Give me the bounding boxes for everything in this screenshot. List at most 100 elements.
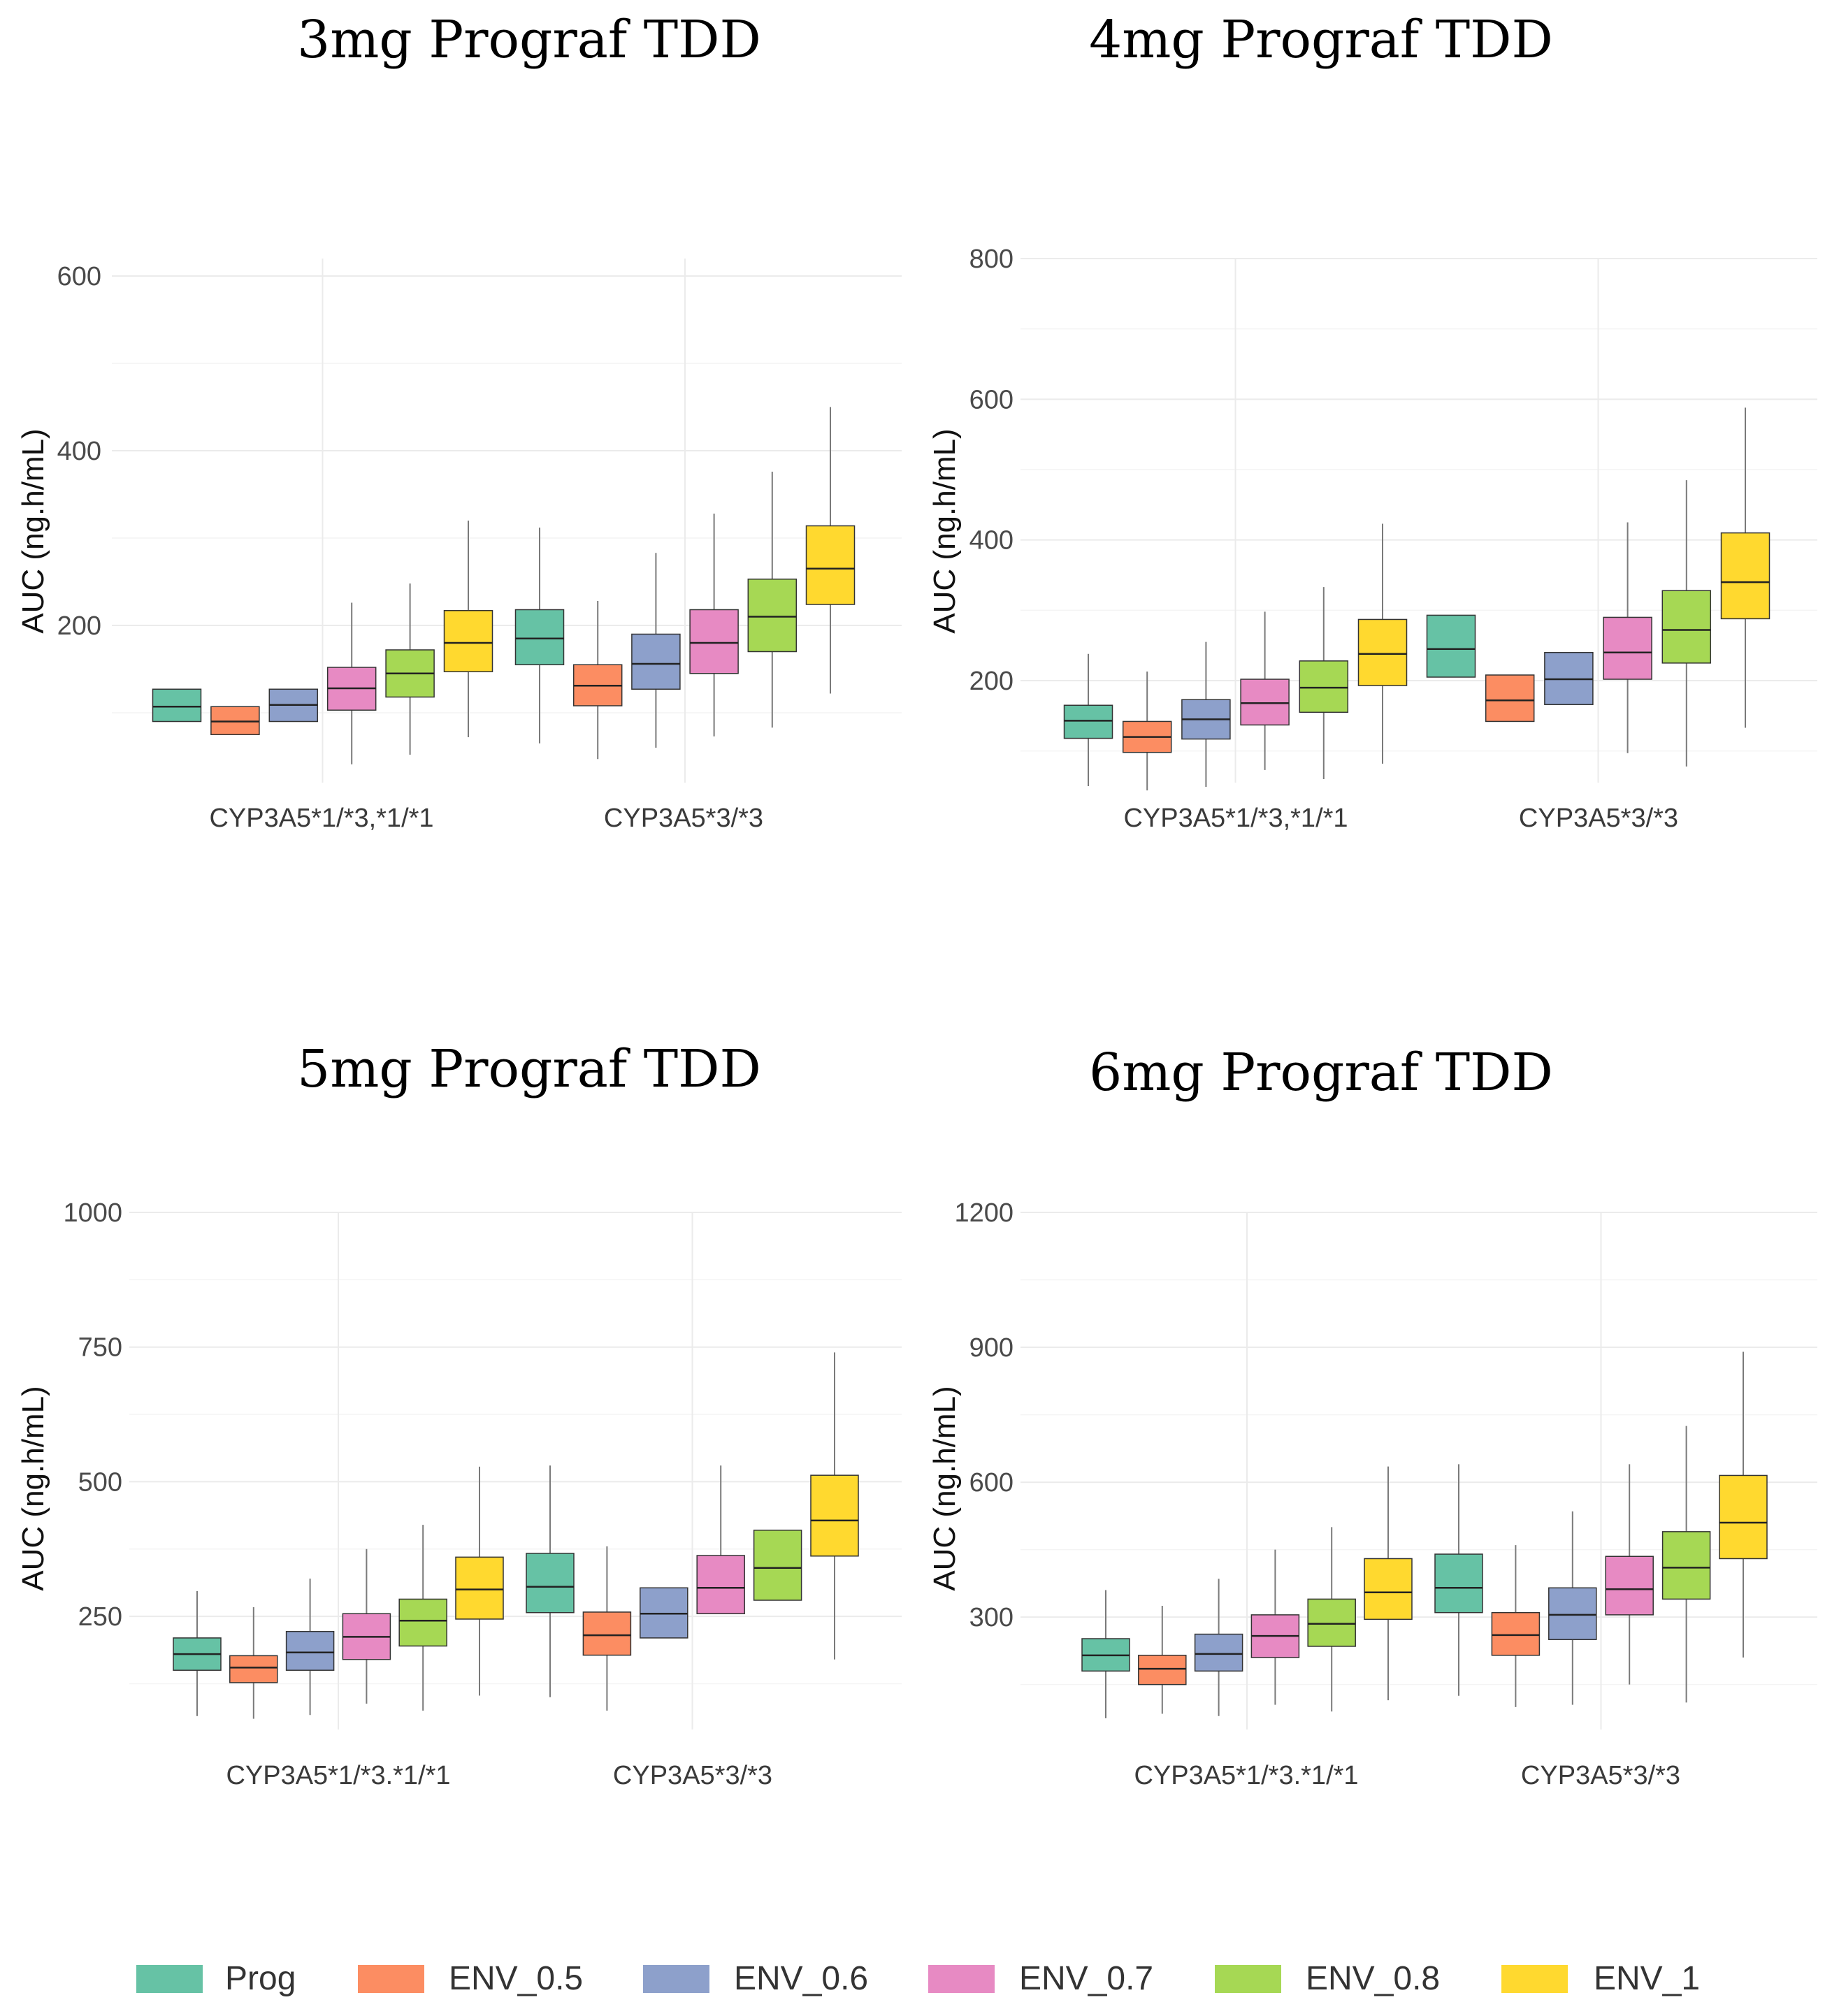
box-iqr <box>1194 1633 1243 1672</box>
box-env-0-5 <box>1138 1606 1187 1714</box>
legend-swatch <box>358 1965 424 1993</box>
box-env-0-5 <box>582 1546 632 1711</box>
x-category-label: CYP3A5*3/*3 <box>1519 804 1678 833</box>
x-category-label: CYP3A5*3/*3 <box>613 1761 772 1790</box>
box-iqr <box>1491 1611 1541 1656</box>
legend-label: ENV_0.7 <box>1019 1960 1153 1997</box>
box-iqr <box>696 1555 745 1615</box>
box-env-0-6 <box>1194 1579 1243 1716</box>
box-env-0-8 <box>1661 480 1712 767</box>
box-iqr <box>582 1611 632 1656</box>
x-category-label: CYP3A5*1/*3.*1/*1 <box>1134 1761 1358 1790</box>
box-iqr <box>1720 532 1770 620</box>
y-tick-label: 250 <box>78 1602 122 1632</box>
box-iqr <box>526 1553 575 1613</box>
box-env-0-7 <box>1240 611 1290 770</box>
box-env-1 <box>1364 1466 1413 1701</box>
box-iqr <box>810 1474 859 1557</box>
box-env-1 <box>443 521 493 737</box>
legend-swatch <box>1215 1965 1281 1993</box>
box-iqr <box>1603 616 1652 680</box>
panel-title: 3mg Prograf TDD <box>297 10 761 70</box>
box-env-0-8 <box>398 1525 447 1711</box>
box-iqr <box>285 1630 335 1671</box>
panel-title: 4mg Prograf TDD <box>1089 10 1553 70</box>
panel-6mg: 6mg Prograf TDD AUC (ng.h/mL) CYP3A5*1/*… <box>928 1043 1817 1790</box>
box-env-0-5 <box>572 601 623 760</box>
legend-swatch <box>928 1965 995 1993</box>
box-env-0-5 <box>1485 674 1535 723</box>
box-prog <box>1081 1590 1130 1718</box>
box-prog <box>152 688 202 723</box>
box-env-0-6 <box>1544 652 1594 706</box>
box-env-1 <box>1720 407 1770 728</box>
box-iqr <box>753 1530 802 1601</box>
box-env-0-6 <box>640 1587 688 1639</box>
legend-item-env-0-7: ENV_0.7 <box>928 1960 1153 1997</box>
box-prog <box>514 528 565 744</box>
box-env-1 <box>1357 523 1408 764</box>
y-axis-title: AUC (ng.h/mL) <box>16 428 50 633</box>
y-tick-label: 500 <box>78 1467 122 1497</box>
y-tick-label: 600 <box>969 1468 1014 1498</box>
box-iqr <box>1434 1553 1483 1613</box>
legend-item-prog: Prog <box>136 1960 296 1997</box>
box-env-0-6 <box>631 553 681 748</box>
x-category-label: CYP3A5*3/*3 <box>604 804 763 833</box>
y-tick-label: 400 <box>969 526 1014 556</box>
box-prog <box>1426 614 1476 678</box>
box-env-0-5 <box>1122 671 1172 791</box>
y-tick-label: 300 <box>969 1603 1014 1632</box>
x-category-label: CYP3A5*1/*3,*1/*1 <box>1123 804 1348 833</box>
box-env-0-8 <box>747 472 798 728</box>
box-env-0-8 <box>1307 1527 1356 1712</box>
legend-swatch <box>136 1965 203 1993</box>
box-env-1 <box>455 1466 504 1696</box>
box-iqr <box>1357 618 1408 686</box>
y-axis-title: AUC (ng.h/mL) <box>928 428 962 633</box>
legend-item-env-1: ENV_1 <box>1501 1960 1700 1997</box>
legend-label: ENV_1 <box>1594 1960 1700 1997</box>
panel-4mg: 4mg Prograf TDD AUC (ng.h/mL) CYP3A5*1/*… <box>928 10 1817 833</box>
box-iqr <box>1426 614 1476 678</box>
box-prog <box>1063 653 1113 787</box>
box-iqr <box>443 610 493 672</box>
y-tick-label: 1200 <box>954 1198 1014 1228</box>
box-iqr <box>398 1598 447 1647</box>
box-iqr <box>1063 704 1113 739</box>
box-iqr <box>152 688 202 723</box>
box-env-0-5 <box>210 706 260 735</box>
box-env-0-7 <box>1605 1464 1654 1685</box>
y-tick-label: 600 <box>57 262 101 291</box>
legend-swatch <box>643 1965 709 1993</box>
box-iqr <box>1661 590 1712 664</box>
y-axis-title: AUC (ng.h/mL) <box>928 1386 962 1590</box>
y-tick-label: 750 <box>78 1333 122 1363</box>
legend-item-env-0-8: ENV_0.8 <box>1215 1960 1440 1997</box>
y-tick-label: 400 <box>57 437 101 466</box>
box-iqr <box>1605 1555 1654 1616</box>
box-iqr <box>1240 679 1290 726</box>
box-prog <box>526 1465 575 1697</box>
box-env-0-8 <box>385 583 435 755</box>
box-env-1 <box>810 1352 859 1660</box>
y-tick-label: 600 <box>969 385 1014 414</box>
box-iqr <box>229 1655 278 1683</box>
box-env-0-7 <box>1250 1549 1300 1705</box>
box-env-0-6 <box>285 1579 335 1716</box>
box-iqr <box>689 609 739 674</box>
y-tick-label: 900 <box>969 1333 1014 1363</box>
box-env-0-8 <box>1299 587 1349 779</box>
box-env-0-6 <box>268 688 319 723</box>
legend-swatch <box>1501 1965 1568 1993</box>
box-iqr <box>455 1556 504 1620</box>
box-iqr <box>1719 1474 1768 1560</box>
y-tick-label: 1000 <box>63 1198 122 1228</box>
legend-item-env-0-5: ENV_0.5 <box>358 1960 583 1997</box>
box-iqr <box>805 525 856 605</box>
box-iqr <box>1299 660 1349 713</box>
box-iqr <box>747 579 798 653</box>
box-prog <box>1434 1464 1483 1696</box>
legend: Prog ENV_0.5 ENV_0.6 ENV_0.7 ENV_0.8 ENV… <box>136 1960 1700 1997</box>
